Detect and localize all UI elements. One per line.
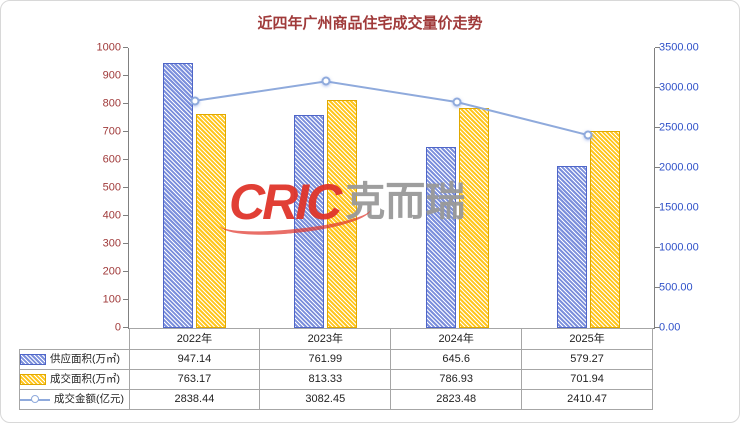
plot-area xyxy=(123,47,660,329)
table-value-cell: 2823.48 xyxy=(390,389,523,410)
right-axis-label: 3000.00 xyxy=(659,81,699,94)
legend-label: 成交面积(万㎡) xyxy=(50,373,120,385)
left-axis-label: 600 xyxy=(102,153,121,166)
data-table: 2022年 2023年 2024年 2025年供应面积(万㎡) 947.14 761.99… xyxy=(19,328,653,410)
legend-swatch-line-icon xyxy=(20,393,50,406)
bar-group xyxy=(129,48,260,328)
table-row: 供应面积(万㎡) 947.14 761.99 645.6 579.27 xyxy=(19,349,653,370)
table-value-cell: 813.33 xyxy=(259,369,392,390)
axis-tick xyxy=(655,87,660,88)
table-year-header: 2025年 xyxy=(521,328,653,350)
right-axis-label: 1500.00 xyxy=(659,201,699,214)
line-layer xyxy=(129,48,654,328)
left-axis-label: 100 xyxy=(102,293,121,306)
axis-tick xyxy=(123,47,128,48)
left-axis-label: 300 xyxy=(102,237,121,250)
right-axis-label: 2500.00 xyxy=(659,121,699,134)
axis-tick xyxy=(123,271,128,272)
table-row: 成交金额(亿元) 2838.44 3082.45 2823.48 2410.47 xyxy=(19,389,653,410)
axis-tick xyxy=(655,287,660,288)
left-axis-label: 900 xyxy=(102,69,121,82)
left-axis-label: 200 xyxy=(102,265,121,278)
bar-supply-2022年 xyxy=(163,62,194,328)
axis-tick xyxy=(123,215,128,216)
axis-tick xyxy=(123,327,128,328)
bar-group xyxy=(392,48,523,328)
bar-group xyxy=(260,48,391,328)
axis-tick xyxy=(123,75,128,76)
left-axis-label: 1000 xyxy=(96,41,121,54)
table-value-cell: 3082.45 xyxy=(259,389,392,410)
right-axis-label: 3500.00 xyxy=(659,41,699,54)
legend-cell: 成交金额(亿元) xyxy=(19,389,130,410)
left-axis-label: 700 xyxy=(102,125,121,138)
legend-swatch-bar-icon xyxy=(20,353,46,365)
axis-tick xyxy=(655,207,660,208)
bar-supply-2024年 xyxy=(425,147,456,328)
right-axis-label: 2000.00 xyxy=(659,161,699,174)
table-value-cell: 763.17 xyxy=(128,369,261,390)
table-value-cell: 786.93 xyxy=(390,369,523,390)
table-year-header: 2022年 xyxy=(128,328,261,350)
left-axis-label: 400 xyxy=(102,209,121,222)
legend-label: 成交金额(亿元) xyxy=(54,393,124,405)
bar-supply-2023年 xyxy=(294,114,325,328)
bar-group xyxy=(523,48,654,328)
left-axis-label: 500 xyxy=(102,181,121,194)
bars-layer xyxy=(129,48,654,328)
axis-tick xyxy=(123,299,128,300)
left-axis-label: 800 xyxy=(102,97,121,110)
bar-deal-2025年 xyxy=(589,131,620,328)
axis-tick xyxy=(655,127,660,128)
axis-tick xyxy=(123,103,128,104)
legend-label: 供应面积(万㎡) xyxy=(50,353,120,365)
table-value-cell: 2410.47 xyxy=(521,389,653,410)
axis-tick xyxy=(123,159,128,160)
left-axis-label: 0 xyxy=(114,321,121,334)
legend-cell: 成交面积(万㎡) xyxy=(19,369,130,390)
table-value-cell: 701.94 xyxy=(521,369,653,390)
axis-tick xyxy=(655,167,660,168)
bar-supply-2025年 xyxy=(556,165,587,328)
right-axis-label: 0.00 xyxy=(659,321,681,334)
axis-tick xyxy=(655,327,660,328)
right-axis-label: 1000.00 xyxy=(659,241,699,254)
chart-title: 近四年广州商品住宅成交量价走势 xyxy=(257,15,483,32)
axis-tick xyxy=(655,47,660,48)
bar-deal-2024年 xyxy=(458,107,489,328)
table-value-cell: 645.6 xyxy=(390,349,523,370)
table-value-cell: 761.99 xyxy=(259,349,392,370)
table-row: 成交面积(万㎡) 763.17 813.33 786.93 701.94 xyxy=(19,369,653,390)
right-axis: 0.00 500.00 1000.00 1500.00 2000.00 2500.00 30… xyxy=(659,42,737,333)
axis-tick xyxy=(123,131,128,132)
table-year-header: 2024年 xyxy=(390,328,523,350)
axis-tick xyxy=(123,187,128,188)
table-corner-cell xyxy=(20,329,130,350)
axis-tick xyxy=(123,243,128,244)
legend-cell: 供应面积(万㎡) xyxy=(19,349,130,370)
table-value-cell: 947.14 xyxy=(128,349,261,370)
right-axis-label: 500.00 xyxy=(659,281,693,294)
left-axis: 0 100 200 300 400 500 600 700 800 900 1000 xyxy=(56,42,121,333)
bar-deal-2022年 xyxy=(196,114,227,328)
axis-tick xyxy=(655,247,660,248)
table-value-cell: 2838.44 xyxy=(128,389,261,410)
table-value-cell: 579.27 xyxy=(521,349,653,370)
table-year-header: 2023年 xyxy=(259,328,392,350)
bar-deal-2023年 xyxy=(327,100,358,328)
legend-swatch-bar-icon xyxy=(20,373,46,385)
